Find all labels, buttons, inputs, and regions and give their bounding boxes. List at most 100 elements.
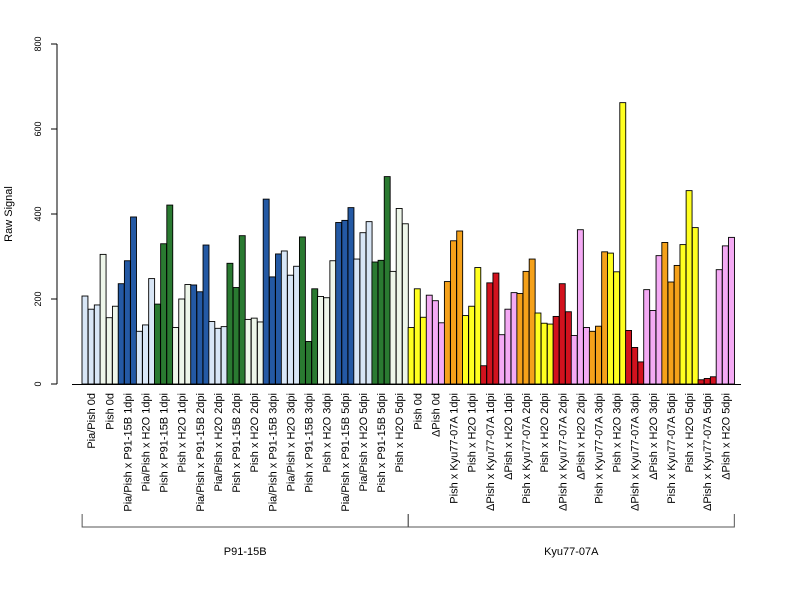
bar: [287, 274, 294, 385]
bar: [172, 327, 179, 385]
bar: [588, 330, 596, 385]
bar: [184, 284, 192, 385]
x-category-label: ΔPish x H2O 1dpi: [503, 393, 515, 480]
bar: [576, 229, 584, 385]
x-category-label: Pish 0d: [412, 393, 424, 430]
bar: [117, 283, 125, 385]
bar: [540, 322, 548, 385]
bar: [99, 253, 107, 385]
bar: [238, 235, 246, 385]
bar: [407, 327, 415, 385]
x-category-label: ΔPish x H2O 3dpi: [648, 393, 660, 480]
bar: [438, 322, 445, 385]
bar: [226, 262, 234, 385]
bar: [522, 270, 530, 385]
bar: [190, 284, 198, 385]
bar: [480, 365, 488, 385]
group-label: Kyu77-07A: [544, 546, 599, 558]
bar: [214, 327, 222, 385]
bar: [275, 253, 282, 385]
bar: [498, 334, 506, 385]
bar: [510, 292, 518, 385]
bar: [691, 227, 699, 385]
x-category-label: Pish x H2O 2dpi: [249, 393, 261, 472]
bar: [655, 255, 663, 385]
bar: [450, 240, 457, 385]
bar: [462, 315, 469, 385]
bar: [504, 308, 512, 385]
bar: [383, 176, 391, 385]
bar: [341, 219, 349, 385]
bar: [347, 207, 355, 385]
bar: [250, 317, 258, 385]
x-category-label: Pia/Pish x H2O 1dpi: [140, 393, 152, 491]
bar: [389, 270, 397, 385]
x-category-label: ΔPish x Kyu77-07A 1dpi: [485, 393, 497, 511]
y-tick-label: 600: [33, 121, 43, 136]
x-category-label: Pish x H2O 5dpi: [394, 393, 406, 472]
bar: [679, 244, 687, 385]
bar: [443, 281, 451, 385]
bar: [486, 282, 494, 385]
bar: [420, 316, 427, 385]
bar: [365, 221, 373, 385]
x-category-label: Pish x H2O 5dpi: [684, 393, 696, 472]
bar: [329, 260, 337, 385]
bar: [625, 330, 632, 385]
x-category-label: ΔPish x H2O 2dpi: [575, 393, 587, 480]
bar: [468, 305, 476, 385]
bar: [667, 281, 675, 385]
group-brackets: P91-15B Kyu77-07A: [81, 514, 735, 558]
x-axis-labels: Pia/Pish 0d Pish 0d Pia/Pish x P91-15B 1dp…: [86, 393, 732, 512]
x-category-label: ΔPish x Kyu77-07A 2dpi: [557, 393, 569, 511]
x-category-label: Pia/Pish x P91-15B 5dpi: [340, 393, 352, 512]
bar: [359, 232, 367, 385]
y-axis-title: Raw Signal: [3, 186, 15, 242]
bar: [293, 265, 301, 385]
bar: [721, 245, 729, 385]
bar: [558, 283, 566, 385]
x-category-label: Pish x H2O 1dpi: [467, 393, 479, 472]
bar: [262, 198, 270, 385]
bar: [220, 326, 228, 385]
bar: [311, 288, 319, 385]
x-category-label: Pish x Kyu77-07A 2dpi: [521, 393, 533, 504]
x-category-label: Pish x Kyu77-07A 3dpi: [593, 393, 605, 504]
group-label: P91-15B: [224, 546, 267, 558]
bar: [607, 252, 614, 385]
bar: [673, 264, 681, 385]
bar: [105, 317, 113, 385]
x-category-label: Pia/Pish x H2O 3dpi: [285, 393, 297, 491]
bar: [546, 323, 554, 385]
bar: [583, 327, 590, 385]
bar: [166, 204, 174, 385]
x-category-label: Pish x P91-15B 1dpi: [159, 393, 171, 493]
y-tick-label: 200: [33, 291, 43, 306]
x-category-label: Pia/Pish x H2O 2dpi: [213, 393, 225, 491]
bar: [280, 250, 288, 385]
bar: [377, 259, 385, 385]
x-category-label: Pish x P91-15B 3dpi: [304, 393, 316, 493]
bar: [613, 271, 621, 385]
bar: [353, 258, 361, 385]
x-category-label: Pish 0d: [104, 393, 116, 430]
bar: [728, 236, 735, 385]
bar: [317, 296, 324, 385]
x-category-label: ΔPish 0d: [430, 393, 442, 437]
x-category-label: ΔPish x H2O 5dpi: [720, 393, 732, 480]
bar: [413, 288, 421, 385]
bar: [619, 102, 627, 385]
bar: [492, 272, 500, 385]
x-category-label: Pish x H2O 1dpi: [177, 393, 189, 472]
x-category-label: Pish x P91-15B 5dpi: [376, 393, 388, 493]
bar: [196, 291, 204, 385]
x-category-label: Pish x H2O 3dpi: [612, 393, 624, 472]
bar: [93, 304, 101, 385]
bar: [87, 308, 95, 385]
x-category-label: Pia/Pish x P91-15B 2dpi: [195, 393, 207, 512]
x-category-label: Pia/Pish x P91-15B 3dpi: [267, 393, 279, 512]
bar: [335, 222, 343, 385]
bar: [534, 312, 542, 385]
